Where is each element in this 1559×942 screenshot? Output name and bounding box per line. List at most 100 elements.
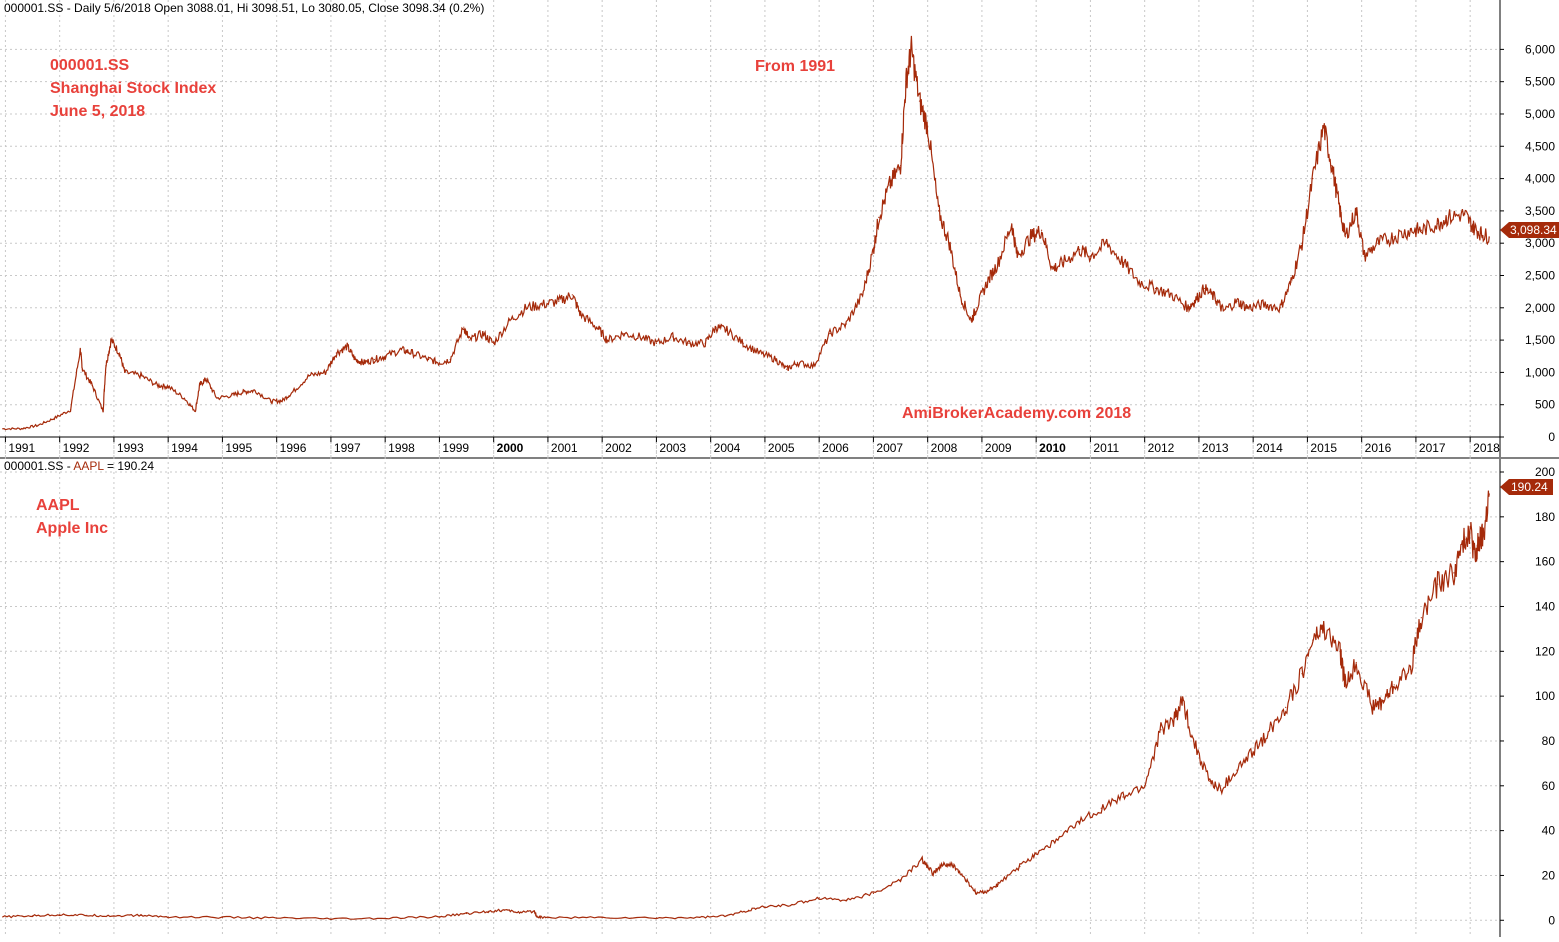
bottom-y-tick-label: 40 xyxy=(1542,824,1556,838)
x-tick-label: 2015 xyxy=(1310,441,1337,455)
bottom-data-point xyxy=(1420,617,1422,619)
top-data-point xyxy=(1030,236,1032,238)
top-y-tick-label: 1,000 xyxy=(1525,365,1555,379)
top-series-line xyxy=(2,35,1490,431)
bottom-data-point xyxy=(1371,706,1374,708)
bottom-y-tick-label: 160 xyxy=(1535,555,1555,569)
top-data-point xyxy=(1447,216,1450,218)
top-data-point xyxy=(1011,223,1013,225)
top-y-tick-label: 3,500 xyxy=(1525,204,1555,218)
top-data-point xyxy=(997,261,999,264)
top-data-point xyxy=(786,368,788,370)
x-tick-label: 2011 xyxy=(1093,441,1119,455)
bottom-header: 000001.SS - AAPL = 190.24 xyxy=(4,459,154,473)
top-y-tick-label: 0 xyxy=(1548,430,1555,444)
top-data-point xyxy=(79,349,81,351)
top-data-point xyxy=(335,352,337,354)
top-data-point xyxy=(1171,294,1173,296)
top-data-point xyxy=(205,378,207,380)
bottom-y-tick-label: 120 xyxy=(1535,644,1555,658)
top-y-ticks: 0 500 1,000 1,500 2,000 2,500 3,000 3,500 4,000 4… xyxy=(1500,42,1555,444)
top-data-point xyxy=(742,342,744,344)
x-tick-label: 2004 xyxy=(714,441,741,455)
bottom-data-point xyxy=(1209,780,1211,782)
top-note-ticker: 000001.SS xyxy=(50,57,130,74)
bottom-data-point xyxy=(536,916,538,918)
top-data-point xyxy=(1193,300,1196,302)
top-data-point xyxy=(105,365,107,367)
x-tick-label: 2013 xyxy=(1202,441,1229,455)
x-tick-label: 2009 xyxy=(985,441,1012,455)
bottom-y-ticks: 0 20 40 60 80 100 120 140 160 180 200 xyxy=(1500,465,1555,927)
bottom-data-point xyxy=(533,910,535,912)
top-data-point xyxy=(861,294,864,296)
bottom-data-point xyxy=(113,915,115,917)
top-data-point xyxy=(579,313,582,315)
bottom-data-point xyxy=(965,879,967,881)
top-gridlines xyxy=(0,0,1500,457)
top-data-point xyxy=(1312,177,1314,180)
bottom-data-point xyxy=(2,916,4,918)
bottom-data-point xyxy=(1252,751,1254,753)
bottom-data-point xyxy=(86,914,88,916)
bottom-y-tick-label: 80 xyxy=(1542,734,1556,748)
top-data-point xyxy=(910,48,912,50)
top-data-point xyxy=(726,329,728,332)
bottom-data-point xyxy=(1236,769,1238,771)
bottom-data-point xyxy=(547,916,549,919)
bottom-last-value-tag: 190.24 xyxy=(1500,479,1553,495)
top-data-point xyxy=(1472,226,1474,228)
top-data-point xyxy=(596,326,598,328)
top-data-point xyxy=(281,400,283,402)
top-data-point xyxy=(959,294,961,296)
top-data-point xyxy=(1377,242,1379,244)
top-data-point xyxy=(1480,232,1482,235)
top-header: 000001.SS - Daily 5/6/2018 Open 3088.01,… xyxy=(4,1,484,15)
x-tick-label: 1995 xyxy=(225,441,252,455)
top-data-point xyxy=(937,210,940,212)
bottom-data-point xyxy=(818,897,820,899)
top-data-point xyxy=(796,362,799,364)
bottom-data-point xyxy=(932,872,934,874)
top-data-point xyxy=(775,358,777,361)
top-data-point xyxy=(571,294,573,296)
bottom-note-ticker: AAPL xyxy=(36,497,80,514)
bottom-data-point xyxy=(465,912,468,915)
top-data-point xyxy=(384,355,386,357)
bottom-data-point xyxy=(1173,717,1176,720)
top-data-point xyxy=(1214,297,1216,299)
bottom-data-point xyxy=(1285,706,1287,708)
top-data-point xyxy=(324,371,327,373)
bottom-data-point xyxy=(1477,543,1479,545)
top-data-point xyxy=(558,300,560,302)
top-data-point xyxy=(183,397,186,399)
top-data-point xyxy=(715,326,717,328)
top-plot-area xyxy=(0,0,1500,457)
top-y-tick-label: 6,000 xyxy=(1525,42,1555,56)
top-data-point xyxy=(525,307,527,309)
top-data-point xyxy=(1263,303,1265,306)
top-data-point xyxy=(270,400,272,403)
x-tick-label: 1996 xyxy=(280,441,307,455)
bottom-data-point xyxy=(1144,785,1146,787)
x-tick-label: 2007 xyxy=(876,441,903,455)
x-tick-label: 2008 xyxy=(931,441,958,455)
top-data-point xyxy=(639,336,641,338)
top-data-point xyxy=(463,326,465,328)
bottom-data-point xyxy=(221,916,224,918)
bottom-panel: 0 20 40 60 80 100 120 140 160 180 200 000001.SS - … xyxy=(0,442,1555,937)
bottom-y-tick-label: 60 xyxy=(1542,779,1556,793)
top-data-point xyxy=(623,333,625,335)
top-data-point xyxy=(1339,210,1341,212)
bottom-data-point xyxy=(1057,838,1059,841)
top-panel: 1991 1992 1993 1994 1995 1996 1997 1998 1999 2000… xyxy=(0,0,1559,459)
bottom-data-point xyxy=(1483,534,1485,536)
bottom-data-point xyxy=(1312,639,1314,641)
top-y-tick-label: 1,500 xyxy=(1525,333,1555,347)
top-data-point xyxy=(509,320,511,322)
bottom-data-point xyxy=(384,917,386,920)
x-tick-label: 1991 xyxy=(8,441,35,455)
bottom-last-value-tag-shape xyxy=(1500,479,1553,495)
bottom-data-point xyxy=(59,914,61,916)
